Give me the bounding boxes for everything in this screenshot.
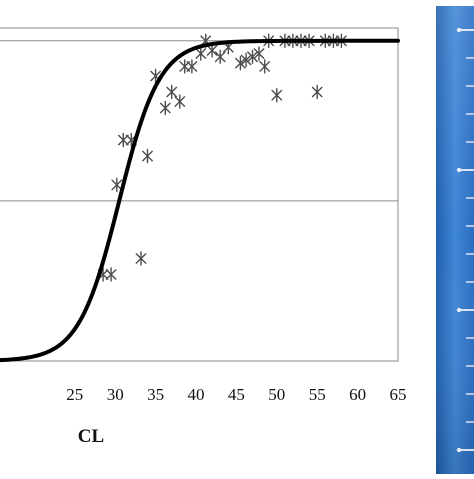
data-point-12 bbox=[186, 59, 198, 74]
data-point-16 bbox=[214, 49, 226, 64]
data-point-20 bbox=[247, 49, 258, 64]
ruler-image bbox=[432, 0, 474, 474]
x-tick-label-0: 25 bbox=[66, 385, 83, 404]
data-point-19 bbox=[240, 52, 252, 68]
data-point-18 bbox=[235, 56, 246, 71]
x-tick-label-2: 35 bbox=[147, 385, 164, 404]
data-point-24 bbox=[271, 87, 283, 103]
x-tick-label-4: 45 bbox=[228, 385, 245, 404]
x-tick-label-8: 65 bbox=[390, 385, 407, 404]
data-point-15 bbox=[206, 43, 218, 58]
data-point-21 bbox=[253, 46, 265, 61]
data-point-1 bbox=[105, 267, 117, 282]
fitted-curve bbox=[0, 38, 400, 363]
x-tick-label-7: 60 bbox=[349, 385, 366, 404]
data-point-5 bbox=[135, 251, 147, 266]
data-point-22 bbox=[259, 59, 271, 74]
data-point-29 bbox=[311, 84, 323, 100]
data-point-2 bbox=[111, 177, 123, 193]
data-point-13 bbox=[195, 46, 207, 61]
plot-frame bbox=[0, 27, 399, 362]
data-point-9 bbox=[166, 84, 178, 100]
x-tick-labels: 25 30 35 40 45 50 55 60 65 bbox=[66, 385, 406, 404]
data-point-8 bbox=[159, 100, 171, 116]
data-point-6 bbox=[142, 148, 153, 164]
plot-area bbox=[0, 27, 400, 363]
x-tick-label-3: 40 bbox=[188, 385, 205, 404]
data-point-3 bbox=[117, 132, 129, 148]
x-tick-label-6: 55 bbox=[309, 385, 326, 404]
ruler-tick-marks bbox=[456, 27, 474, 453]
x-tick-label-5: 50 bbox=[268, 385, 285, 404]
x-axis-label: CL bbox=[78, 426, 104, 447]
x-tick-label-1: 30 bbox=[107, 385, 124, 404]
data-point-10 bbox=[174, 94, 186, 109]
ruler-photo bbox=[432, 0, 474, 474]
